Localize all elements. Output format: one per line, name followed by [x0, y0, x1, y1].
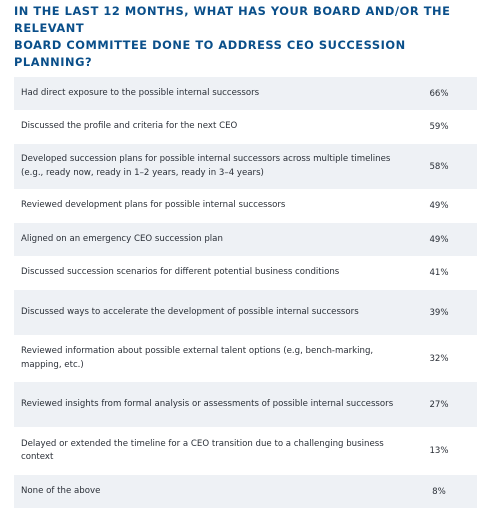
- table-row: Discussed succession scenarios for diffe…: [14, 257, 477, 290]
- row-value: 58%: [429, 161, 449, 172]
- table-row: Delayed or extended the timeline for a C…: [14, 428, 477, 475]
- row-value: 66%: [429, 88, 449, 99]
- table-row: Had direct exposure to the possible inte…: [14, 77, 477, 111]
- row-label: Reviewed information about possible exte…: [21, 346, 374, 370]
- row-value: 49%: [429, 201, 449, 211]
- row-label: Had direct exposure to the possible inte…: [21, 87, 260, 98]
- row-value: 27%: [429, 399, 449, 410]
- row-value: 8%: [432, 486, 446, 497]
- table-row: Reviewed information about possible exte…: [14, 336, 477, 382]
- row-label: Discussed succession scenarios for diffe…: [21, 267, 340, 278]
- row-label: Delayed or extended the timeline for a C…: [21, 438, 384, 463]
- row-value: 49%: [429, 234, 449, 245]
- table-row: Discussed the profile and criteria for t…: [14, 111, 477, 144]
- row-value: 32%: [429, 353, 449, 364]
- table-row: None of the above 8%: [14, 475, 477, 509]
- row-label: Reviewed insights from formal analysis o…: [21, 398, 394, 409]
- results-table: Had direct exposure to the possible inte…: [14, 77, 477, 509]
- table-row: Developed succession plans for possible …: [14, 144, 477, 190]
- row-label: Reviewed development plans for possible …: [21, 200, 286, 211]
- row-value: 39%: [429, 307, 449, 318]
- row-label: Discussed the profile and criteria for t…: [21, 121, 238, 132]
- row-value: 41%: [429, 268, 449, 278]
- row-label: Discussed ways to accelerate the develop…: [21, 306, 359, 317]
- row-label: Developed succession plans for possible …: [21, 154, 391, 178]
- table-row: Reviewed insights from formal analysis o…: [14, 382, 477, 428]
- row-value: 13%: [429, 446, 449, 456]
- figure-title: IN THE LAST 12 MONTHS, WHAT HAS YOUR BOA…: [14, 4, 451, 69]
- row-value: 59%: [429, 122, 449, 132]
- succession-planning-table-figure: IN THE LAST 12 MONTHS, WHAT HAS YOUR BOA…: [14, 4, 477, 509]
- table-row: Aligned on an emergency CEO succession p…: [14, 223, 477, 257]
- table-row: Reviewed development plans for possible …: [14, 190, 477, 223]
- row-label: Aligned on an emergency CEO succession p…: [21, 233, 223, 244]
- table-row: Discussed ways to accelerate the develop…: [14, 290, 477, 336]
